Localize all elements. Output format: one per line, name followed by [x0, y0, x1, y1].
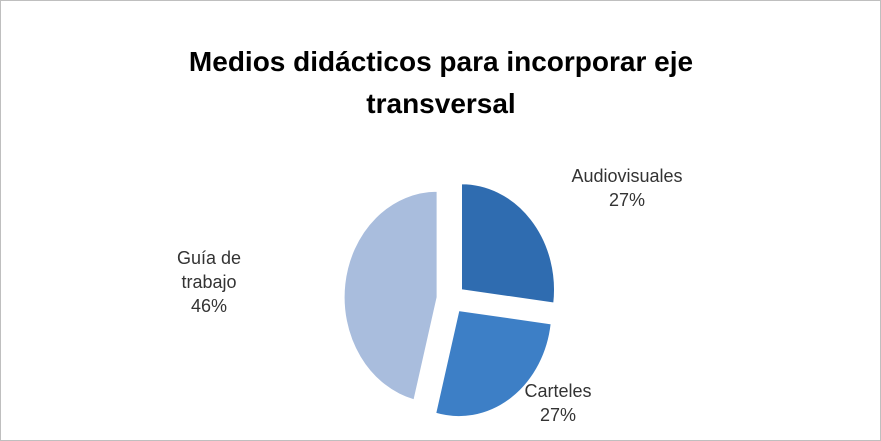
pie-slice [343, 190, 438, 401]
label-value: 27% [608, 190, 646, 210]
pie-slice [461, 183, 555, 304]
data-label: Guía de trabajo 46% [164, 246, 254, 318]
pie-slice [435, 310, 552, 418]
label-value: 27% [539, 405, 577, 425]
chart-title: Medios didácticos para incorporar eje tr… [188, 46, 694, 119]
label-category: Audiovisuales [571, 166, 683, 186]
label-category: Guía de trabajo [176, 248, 242, 292]
label-value: 46% [190, 296, 228, 316]
data-label: Audiovisuales 27% [542, 164, 712, 212]
label-category: Carteles [524, 381, 592, 401]
data-label: Carteles 27% [498, 379, 618, 427]
